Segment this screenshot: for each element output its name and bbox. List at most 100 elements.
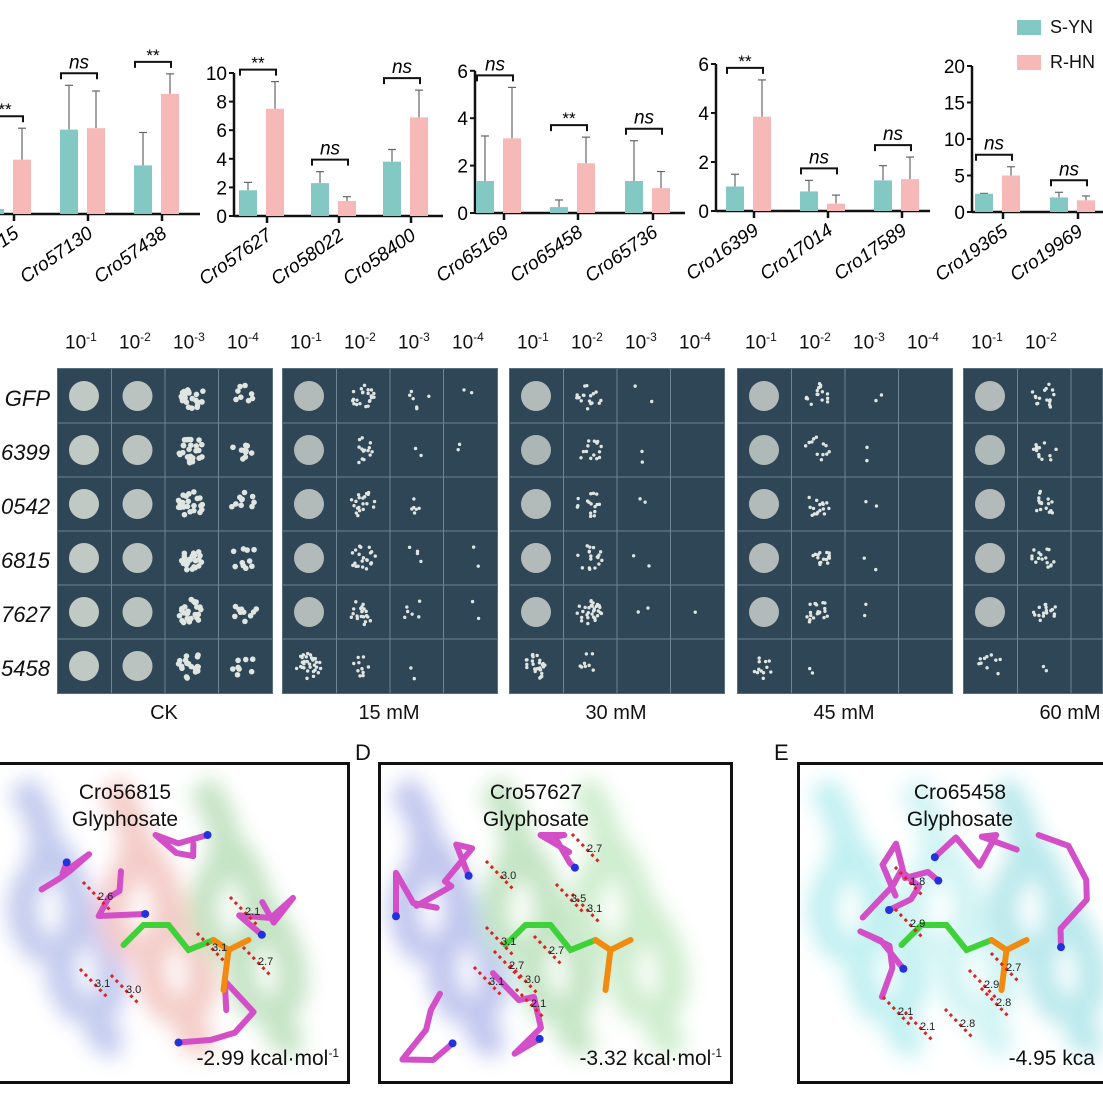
colony <box>763 659 768 664</box>
ligand-name: Glyphosate <box>906 808 1014 831</box>
colony <box>403 615 407 620</box>
colony <box>181 436 188 443</box>
colony <box>248 668 255 675</box>
colony <box>357 660 361 665</box>
colony <box>301 653 306 657</box>
y-tick-label: 10 <box>206 64 227 85</box>
bar-r-hn <box>827 203 845 211</box>
colony <box>417 599 422 603</box>
colony <box>822 615 826 620</box>
colony-spot <box>294 435 324 465</box>
category-label: Cro19969 <box>1006 221 1087 286</box>
colony <box>415 405 419 409</box>
dilution-label: 10-1 <box>65 330 97 354</box>
significance-bracket <box>60 72 98 80</box>
colony <box>236 666 242 672</box>
legend-label: R-HN <box>1050 51 1095 72</box>
colony <box>589 456 593 461</box>
colony <box>360 436 364 440</box>
distance-label: 2.7 <box>587 843 602 855</box>
colony <box>1045 547 1049 551</box>
colony <box>362 607 366 611</box>
y-tick-label: 10 <box>944 130 965 151</box>
dilution-label: 10-4 <box>907 330 939 354</box>
colony <box>352 661 356 666</box>
colony <box>1036 401 1040 406</box>
colony <box>595 492 599 496</box>
colony <box>195 563 202 569</box>
colony-spot <box>749 597 779 627</box>
colony-spot <box>69 381 99 411</box>
colony <box>864 499 868 504</box>
colony-spot <box>122 543 153 573</box>
colony-spot <box>975 381 1005 411</box>
colony <box>234 671 241 678</box>
bar-s-yn <box>239 190 257 216</box>
colony <box>583 384 587 388</box>
colony <box>587 550 591 554</box>
colony <box>179 665 185 672</box>
colony <box>1047 510 1052 514</box>
docking-panel-cro57627: 3.0 2.7 3.5 3.1 3.1 2.7 3.1 3.0 2.7 2.1 Cro57627 G… <box>378 762 733 1084</box>
plate-colonies <box>510 369 724 693</box>
plate-colonies <box>738 369 952 693</box>
bar-r-hn <box>652 188 670 213</box>
colony <box>305 669 310 673</box>
colony <box>1046 497 1050 501</box>
colony <box>584 449 589 454</box>
docking-structure: 2.6 2.1 3.1 2.7 3.1 3.0 <box>7 775 308 1060</box>
distance-label: 2.1 <box>898 1006 913 1018</box>
bar-r-hn <box>13 159 31 214</box>
dilution-label: 10-3 <box>173 330 205 354</box>
colony <box>366 391 370 396</box>
colony <box>530 659 535 663</box>
colony <box>581 449 586 454</box>
colony <box>189 458 196 465</box>
significance-label: ** <box>0 100 12 119</box>
colony <box>1050 500 1054 504</box>
colony <box>590 401 594 405</box>
colony <box>361 556 366 560</box>
colony-spot <box>975 597 1005 627</box>
colony <box>191 489 197 495</box>
significance-bracket <box>134 60 172 68</box>
category-label: Cro57130 <box>16 223 97 288</box>
bar-chart-1: 15 ** Cro57130 ns Cro57438 ** <box>0 46 200 288</box>
significance-label: ns <box>634 108 655 129</box>
colony <box>761 676 766 681</box>
bar-chart-2: 0 2 4 6 8 10 Cro57627 ** Cro58022 ns Cro58400 ns <box>195 54 443 290</box>
glyphosate-ligand <box>502 922 634 993</box>
colony <box>575 505 580 509</box>
colony <box>360 609 364 614</box>
colony <box>821 442 826 446</box>
distance-label: 2.9 <box>910 918 925 930</box>
bar-s-yn <box>625 181 643 213</box>
colony <box>588 514 593 519</box>
bar-s-yn <box>134 165 152 214</box>
colony <box>247 612 254 619</box>
colony <box>358 674 362 678</box>
significance-bracket <box>311 158 349 166</box>
distance-label: 3.1 <box>489 976 504 988</box>
colony <box>355 616 360 621</box>
colony <box>592 514 597 518</box>
colony <box>313 668 317 672</box>
colony <box>180 442 187 449</box>
colony <box>427 394 431 399</box>
colony <box>372 391 376 396</box>
colony <box>827 556 832 560</box>
colony <box>537 661 542 665</box>
distance-label: 2.8 <box>996 997 1011 1009</box>
colony <box>354 499 358 504</box>
colony <box>184 387 191 393</box>
colony <box>538 658 542 662</box>
colony <box>586 615 590 620</box>
colony <box>367 446 371 450</box>
colony <box>1031 610 1036 615</box>
significance-label: ns <box>883 124 904 145</box>
colony <box>585 407 590 411</box>
colony <box>366 665 371 669</box>
bar-r-hn <box>1077 200 1095 212</box>
colony <box>1033 613 1037 617</box>
colony <box>1041 614 1046 618</box>
